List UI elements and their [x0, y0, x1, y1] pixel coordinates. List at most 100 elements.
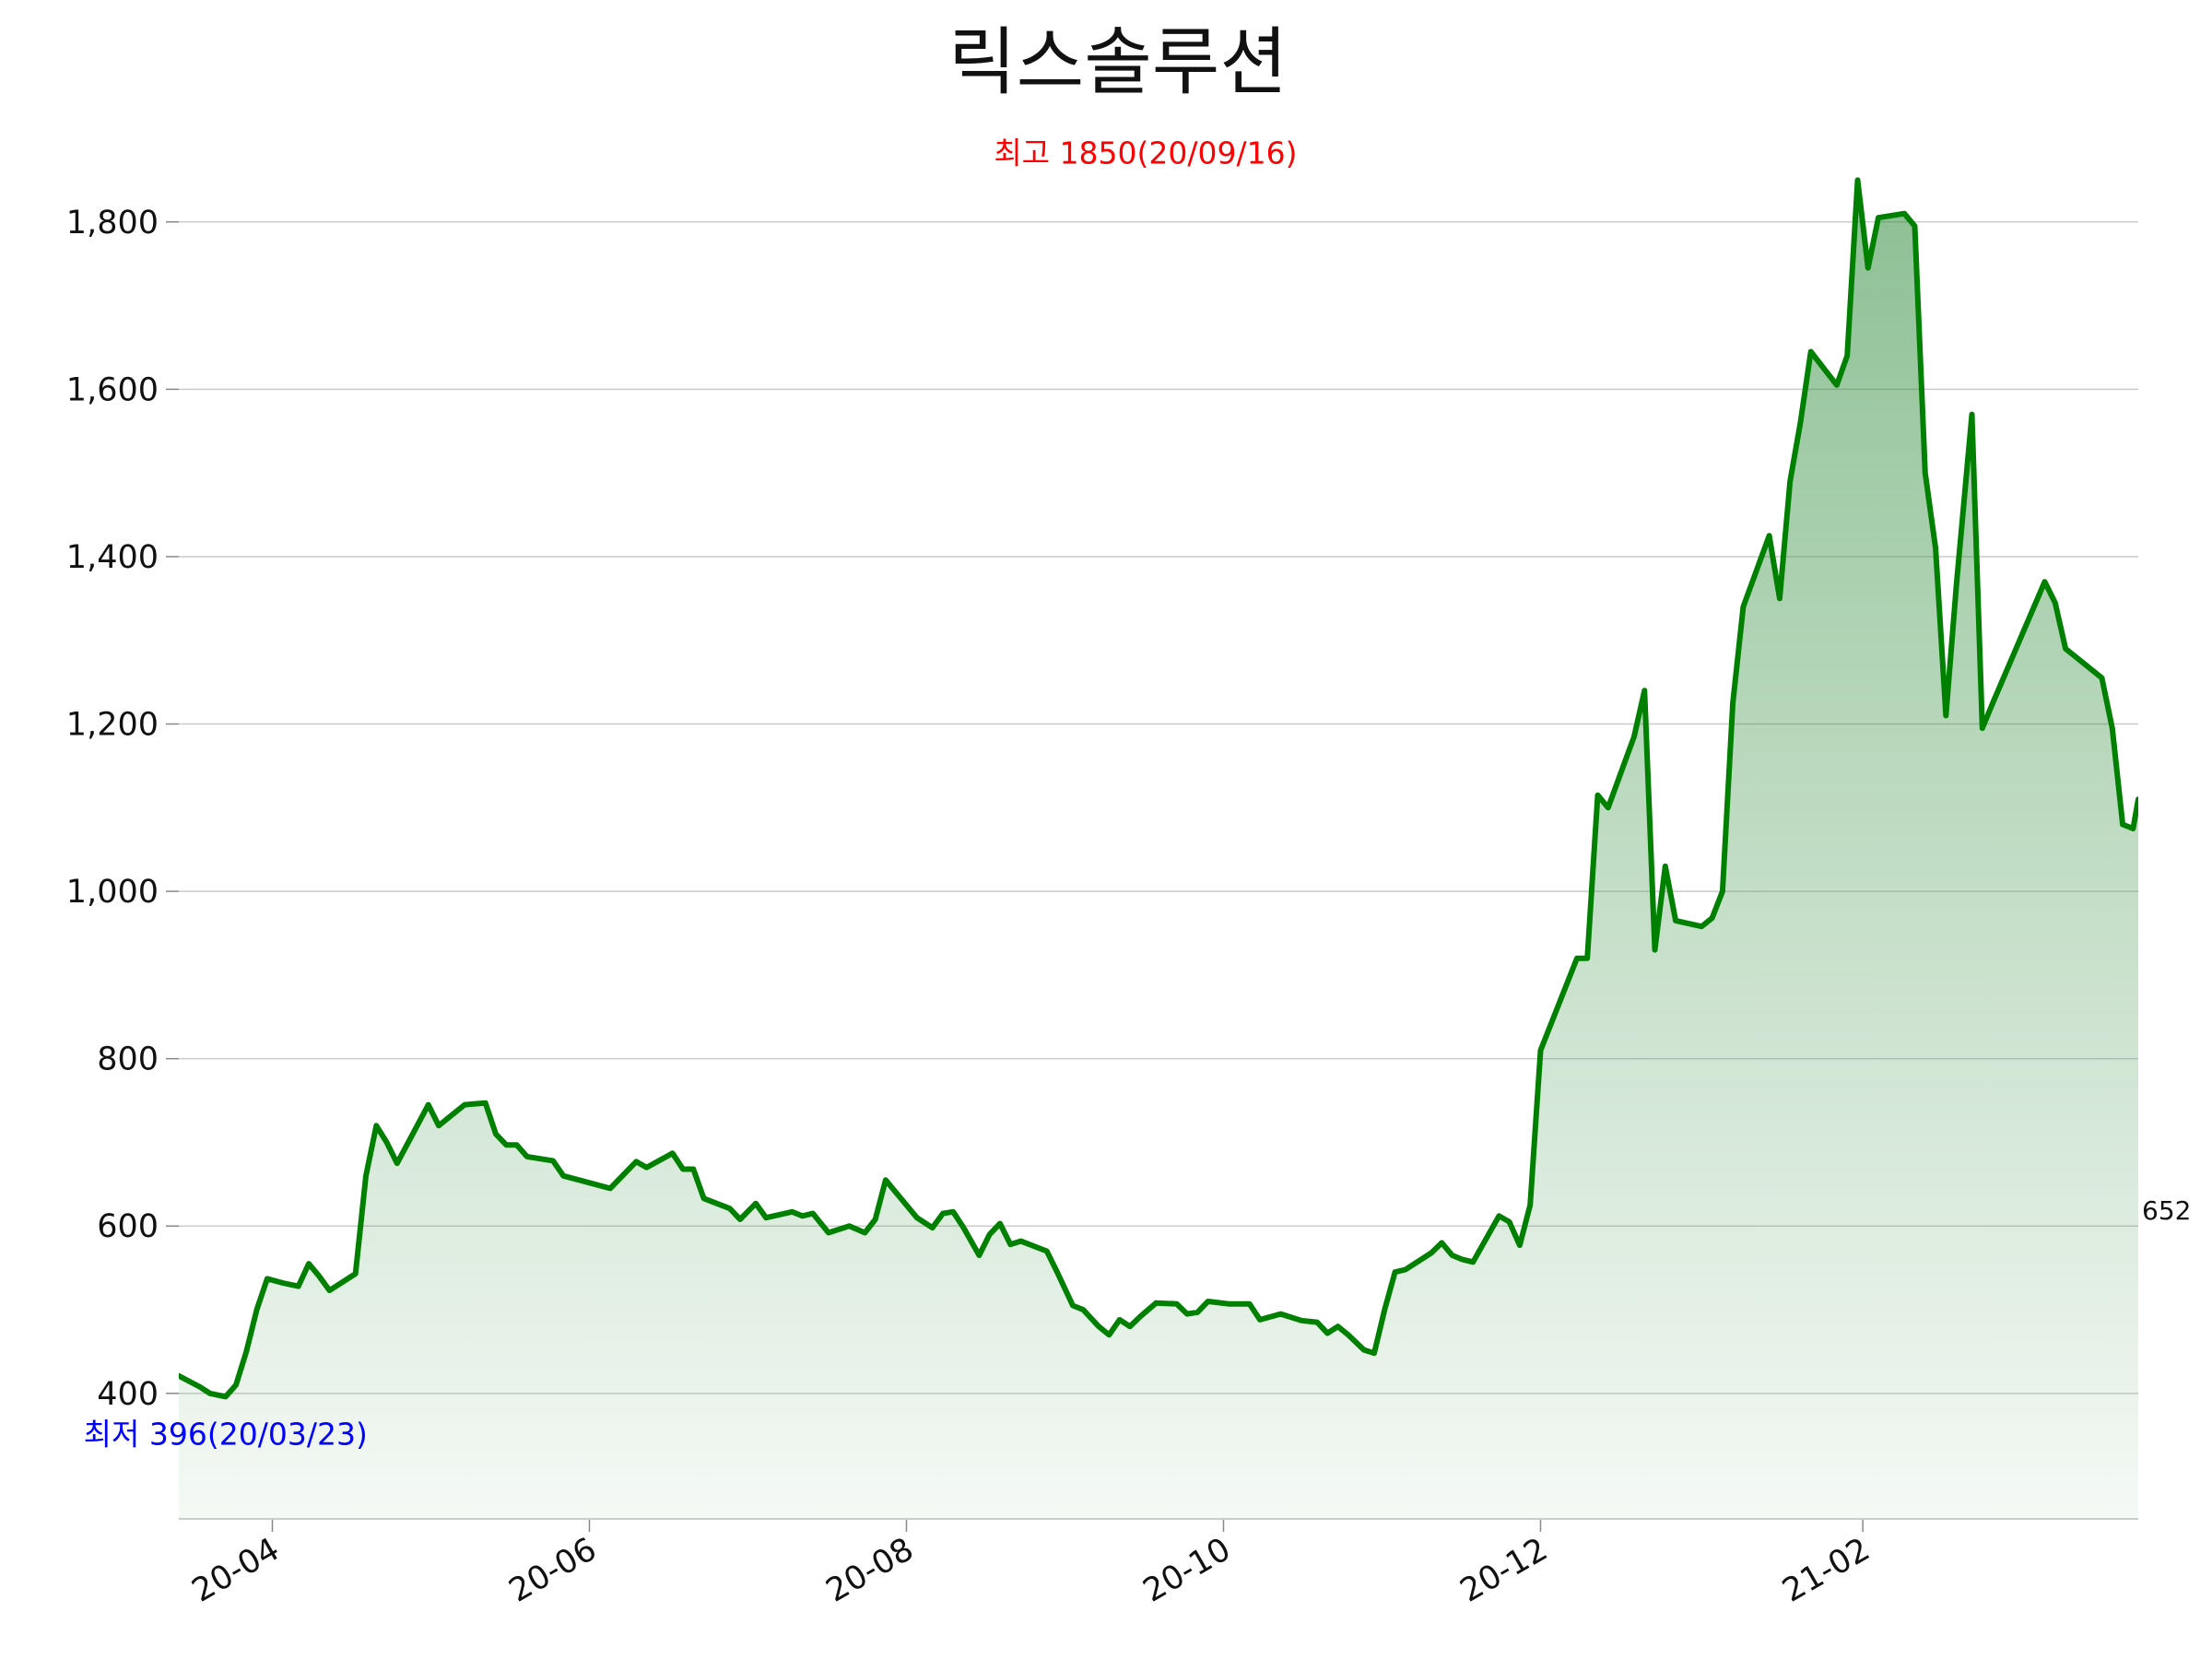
data-point: [1347, 1333, 1350, 1336]
data-point: [1071, 1303, 1075, 1307]
data-point: [754, 1202, 758, 1206]
data-point: [1138, 1314, 1142, 1318]
data-point: [198, 1385, 202, 1389]
data-point: [395, 1161, 399, 1165]
data-point: [2131, 827, 2135, 830]
x-axis: 20-04 20-06 20-08 20-10 20-12 21-02: [186, 1519, 1877, 1610]
data-point: [1664, 865, 1667, 868]
data-point: [1778, 596, 1782, 600]
data-point: [281, 1281, 285, 1285]
data-point: [224, 1394, 228, 1398]
data-point: [1835, 383, 1839, 387]
data-point: [551, 1159, 555, 1162]
data-point: [951, 1210, 955, 1214]
data-point: [1721, 889, 1724, 893]
data-point: [790, 1210, 794, 1214]
data-point: [998, 1222, 1002, 1226]
data-point: [874, 1218, 877, 1221]
data-point: [1279, 1312, 1283, 1316]
data-point: [1382, 1308, 1386, 1312]
data-point: [328, 1288, 332, 1292]
data-point: [1461, 1258, 1465, 1262]
data-point: [1206, 1300, 1210, 1303]
data-point: [1055, 1270, 1059, 1274]
data-point: [177, 1374, 181, 1378]
data-point: [977, 1253, 981, 1257]
series-layer: [177, 177, 2140, 1519]
data-point: [1315, 1321, 1319, 1324]
data-point: [374, 1124, 378, 1127]
data-point: [1430, 1251, 1433, 1254]
data-point: [1258, 1318, 1262, 1322]
data-point: [738, 1218, 742, 1221]
data-point: [1097, 1324, 1100, 1328]
data-point: [2136, 797, 2140, 801]
data-point: [827, 1231, 830, 1235]
data-point: [255, 1308, 259, 1312]
data-point: [847, 1224, 851, 1228]
data-point: [1372, 1351, 1376, 1355]
data-point: [1971, 413, 1974, 417]
data-point: [691, 1168, 695, 1171]
data-point: [1902, 212, 1906, 216]
data-point: [307, 1262, 311, 1265]
data-point: [1185, 1312, 1189, 1316]
data-point: [1045, 1249, 1049, 1253]
data-point: [1674, 919, 1677, 923]
data-point: [915, 1216, 919, 1219]
data-point: [962, 1226, 966, 1230]
max-annotation: 최고 1850(20/09/16): [994, 135, 1297, 171]
data-point: [634, 1159, 638, 1163]
data-point: [2111, 726, 2114, 730]
data-point: [1471, 1260, 1475, 1264]
data-point: [1008, 1242, 1012, 1246]
data-point: [1913, 224, 1917, 228]
data-point: [863, 1231, 866, 1235]
data-point: [1924, 471, 1927, 475]
data-point: [515, 1143, 519, 1147]
last-value-label: 652: [2142, 1195, 2191, 1226]
data-point: [1362, 1348, 1366, 1352]
data-point: [317, 1275, 321, 1278]
data-point: [1175, 1302, 1179, 1306]
data-point: [364, 1174, 368, 1178]
data-point: [244, 1349, 248, 1353]
data-point: [1019, 1240, 1023, 1243]
data-point: [561, 1174, 565, 1178]
data-point: [645, 1166, 649, 1170]
data-point: [1944, 713, 1947, 717]
data-point: [1866, 266, 1870, 270]
data-point: [1855, 178, 1859, 182]
x-tick-label: 20-06: [503, 1531, 603, 1609]
data-point: [1528, 1204, 1532, 1207]
y-tick-label: 1,600: [66, 371, 159, 408]
data-point: [525, 1155, 529, 1159]
data-point: [385, 1140, 389, 1144]
data-point: [728, 1206, 732, 1210]
data-point: [1451, 1253, 1454, 1257]
data-point: [1575, 957, 1579, 960]
y-tick-label: 1,800: [66, 205, 159, 241]
price-line: [179, 177, 2138, 1400]
data-point: [1118, 1318, 1122, 1322]
data-point: [2042, 580, 2046, 583]
data-point: [681, 1168, 685, 1171]
data-point: [354, 1272, 358, 1276]
x-tick-label: 20-08: [820, 1531, 920, 1609]
data-point: [1300, 1319, 1303, 1323]
data-point: [1394, 1270, 1397, 1274]
data-point: [2121, 822, 2124, 826]
price-area: [179, 180, 2138, 1519]
data-point: [1768, 534, 1771, 537]
data-point: [801, 1214, 805, 1218]
min-annotation: 최저 396(20/03/23): [84, 1416, 368, 1452]
data-point: [811, 1212, 815, 1216]
data-point: [1440, 1241, 1443, 1244]
data-point: [494, 1132, 498, 1135]
x-tick-label: 20-10: [1137, 1531, 1237, 1609]
data-point: [1934, 547, 1937, 550]
data-point: [1248, 1302, 1252, 1306]
data-point: [1227, 1302, 1230, 1306]
